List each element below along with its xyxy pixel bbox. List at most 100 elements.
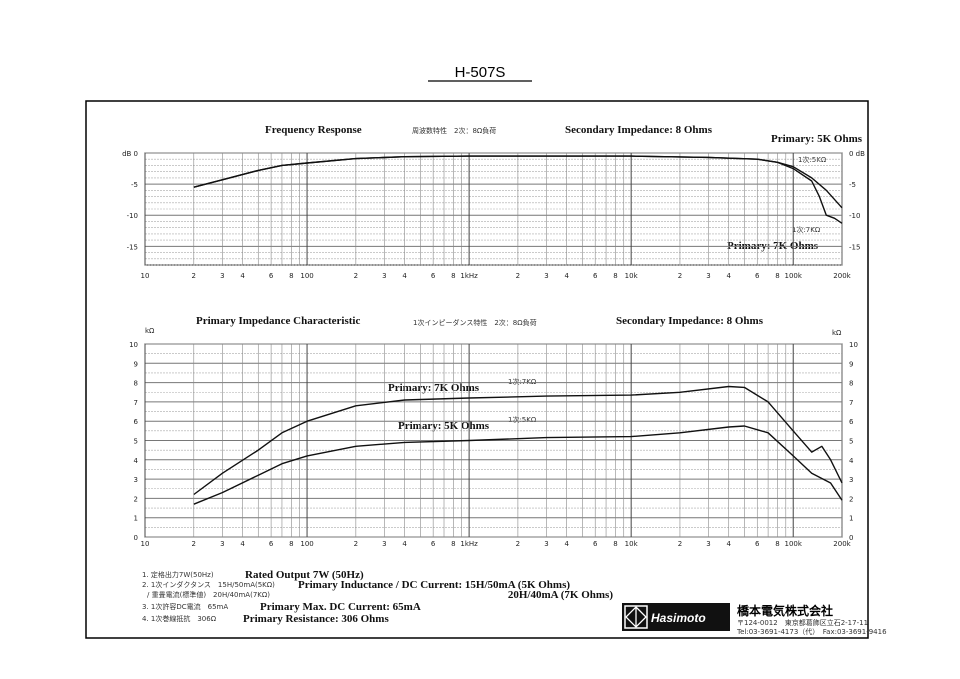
y-tick-label-left: -10 xyxy=(127,212,138,220)
x-tick-label: 100 xyxy=(300,272,313,280)
spec-list: 1. 定格出力7W(50Hz) Rated Output 7W (50Hz) 2… xyxy=(142,569,613,625)
imp-label-7k: Primary: 7K Ohms xyxy=(388,382,480,394)
x-tick-label: 3 xyxy=(220,540,224,548)
x-tick-label: 8 xyxy=(775,540,779,548)
x-tick-label: 8 xyxy=(613,272,617,280)
x-tick-label: 2 xyxy=(516,540,520,548)
x-tick-label: 2 xyxy=(354,540,358,548)
y-tick-label-right: 4 xyxy=(849,457,854,465)
impedance-chart: 10 2 3 4 6 8 100 2 3 4 6 8 1kHz 2 3 4 6 8 10k 2 3 4 6 8 100k 200k… xyxy=(129,341,858,548)
series-line-2 xyxy=(193,155,843,224)
x-tick-label: 8 xyxy=(613,540,617,548)
fr-subtitle: Secondary Impedance: 8 Ohms xyxy=(565,124,713,136)
x-tick-label: 4 xyxy=(726,272,731,280)
y-tick-label-left: 0 xyxy=(134,534,138,542)
x-tick-label: 4 xyxy=(402,540,407,548)
x-tick-label: 3 xyxy=(706,272,710,280)
x-tick-label: 2 xyxy=(678,540,682,548)
y-tick-label-left: 10 xyxy=(129,341,138,349)
imp-label-7k-jp: 1次:7KΩ xyxy=(508,377,537,386)
y-tick-label-left: dB 0 xyxy=(122,150,138,158)
y-tick-label-left: 9 xyxy=(134,360,138,368)
sheet-border xyxy=(85,100,869,639)
y-tick-label-left: 8 xyxy=(134,380,138,388)
y-tick-label-right: 1 xyxy=(849,515,853,523)
imp-subtitle: Secondary Impedance: 8 Ohms xyxy=(616,315,764,327)
x-tick-label: 6 xyxy=(431,540,436,548)
x-tick-label: 3 xyxy=(706,540,710,548)
page-title: H-507S xyxy=(455,64,506,81)
x-tick-label: 3 xyxy=(220,272,224,280)
spec-jp: 3. 1次許容DC電流 65mA xyxy=(142,602,228,611)
y-tick-label-right: -15 xyxy=(849,243,860,251)
y-tick-label-left: 4 xyxy=(134,457,139,465)
x-tick-label: 10 xyxy=(141,540,150,548)
frequency-response-chart: 10 2 3 4 6 8 100 2 3 4 6 8 1kHz 2 3 4 6 8 10k 2 3 4 6 8 100k 200k… xyxy=(122,150,865,280)
x-tick-label: 200k xyxy=(833,540,851,548)
x-tick-label: 8 xyxy=(289,540,293,548)
y-tick-label-right: 3 xyxy=(849,476,853,484)
spec-jp: 4. 1次巻線抵抗 306Ω xyxy=(142,614,217,623)
x-tick-label: 6 xyxy=(755,540,760,548)
x-tick-label: 3 xyxy=(382,540,386,548)
x-tick-label: 6 xyxy=(431,272,436,280)
x-tick-label: 100 xyxy=(300,540,313,548)
x-tick-label: 10k xyxy=(625,540,639,548)
spec-jp: 1. 定格出力7W(50Hz) xyxy=(142,570,214,579)
x-tick-label: 8 xyxy=(775,272,779,280)
y-tick-label-left: -5 xyxy=(131,181,138,189)
imp-ylabel-right: kΩ xyxy=(832,329,842,337)
x-tick-label: 2 xyxy=(354,272,358,280)
series-line-1 xyxy=(193,385,843,496)
series-line-2 xyxy=(193,425,843,505)
y-tick-label-right: 7 xyxy=(849,399,853,407)
fr-label-7k-jp: 1次:7KΩ xyxy=(792,225,821,234)
y-tick-label-right: 9 xyxy=(849,360,853,368)
x-tick-label: 10 xyxy=(141,272,150,280)
x-tick-label: 2 xyxy=(516,272,520,280)
spec-jp: / 重畳電流(標準値) 20H/40mA(7KΩ) xyxy=(147,590,270,599)
y-tick-label-left: 6 xyxy=(134,418,139,426)
company-logo: Hasimoto xyxy=(622,603,730,631)
x-tick-label: 1kHz xyxy=(460,540,478,548)
y-tick-label-right: -10 xyxy=(849,212,860,220)
fr-title: Frequency Response xyxy=(265,124,362,136)
x-tick-label: 4 xyxy=(240,540,245,548)
x-tick-label: 10k xyxy=(625,272,639,280)
x-tick-label: 100k xyxy=(785,540,803,548)
x-tick-label: 3 xyxy=(382,272,386,280)
x-tick-label: 3 xyxy=(544,272,548,280)
x-tick-label: 6 xyxy=(755,272,760,280)
y-tick-label-left: -15 xyxy=(127,243,138,251)
company-phone: Tel:03-3691-4173（代） Fax:03-3691-9416 xyxy=(736,627,887,636)
y-tick-label-right: 6 xyxy=(849,418,854,426)
y-tick-label-left: 1 xyxy=(134,515,138,523)
x-tick-label: 2 xyxy=(678,272,682,280)
x-tick-label: 3 xyxy=(544,540,548,548)
x-tick-label: 4 xyxy=(726,540,731,548)
imp-label-5k-jp: 1次:5KΩ xyxy=(508,415,537,424)
y-tick-label-left: 2 xyxy=(134,495,138,503)
fr-title-jp: 周波数特性 2次：8Ω負荷 xyxy=(412,126,496,135)
x-tick-label: 4 xyxy=(564,540,569,548)
spec-en: Primary Resistance: 306 Ohms xyxy=(243,613,389,625)
spec-en: Primary Max. DC Current: 65mA xyxy=(260,601,421,613)
x-tick-label: 6 xyxy=(269,540,274,548)
y-tick-label-right: 8 xyxy=(849,380,853,388)
y-tick-label-right: 0 xyxy=(849,534,853,542)
y-tick-label-right: 5 xyxy=(849,438,853,446)
x-tick-label: 1kHz xyxy=(460,272,478,280)
y-tick-label-left: 5 xyxy=(134,438,138,446)
spec-en: 20H/40mA (7K Ohms) xyxy=(508,589,613,601)
company-address: 〒124-0012 東京都葛飾区立石2-17-11 xyxy=(737,618,868,627)
x-tick-label: 8 xyxy=(289,272,293,280)
company-name: 橋本電気株式会社 xyxy=(737,603,833,618)
x-tick-label: 4 xyxy=(564,272,569,280)
spec-en: Primary Inductance / DC Current: 15H/50m… xyxy=(298,579,570,591)
x-tick-label: 6 xyxy=(593,272,598,280)
x-tick-label: 6 xyxy=(593,540,598,548)
x-tick-label: 8 xyxy=(451,540,455,548)
imp-title-jp: 1次インピーダンス特性 2次：8Ω負荷 xyxy=(413,318,537,327)
logo-text: Hasimoto xyxy=(651,611,706,625)
